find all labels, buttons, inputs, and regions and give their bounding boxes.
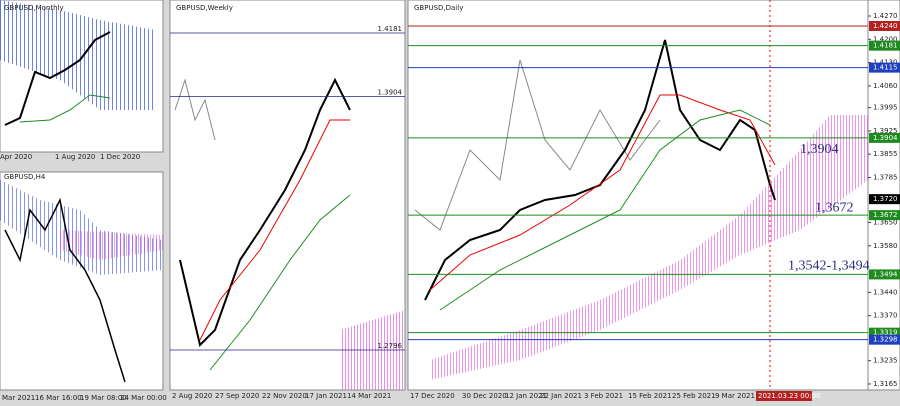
daily-price bbox=[424, 39, 776, 301]
y-tick-label: 1.3855 bbox=[873, 150, 898, 158]
monthly-cloud bbox=[0, 0, 155, 110]
x-axis-label: 15 Feb 2021 bbox=[628, 392, 672, 400]
level-tag-label: 1.3298 bbox=[873, 336, 898, 344]
panel-title: GBPUSD,Monthly bbox=[4, 4, 64, 12]
y-tick-label: 1.4200 bbox=[873, 35, 898, 43]
level-label: 1.4181 bbox=[378, 25, 403, 33]
annotation: 1,3542-1,3494 bbox=[788, 259, 870, 274]
y-tick-label: 1.3235 bbox=[873, 357, 898, 365]
level-tag bbox=[869, 62, 900, 73]
y-tick-label: 1.3580 bbox=[873, 242, 898, 250]
y-tick-label: 1.3165 bbox=[873, 380, 898, 388]
y-tick-label: 1.3370 bbox=[873, 312, 898, 320]
x-axis-label: 14 Mar 2021 bbox=[347, 392, 391, 400]
annotation: 1,3904 bbox=[800, 142, 839, 157]
daily-chikou bbox=[414, 59, 661, 231]
x-axis-label: 9 Mar 2021 bbox=[715, 392, 755, 400]
panel-title: GBPUSD,Weekly bbox=[176, 4, 233, 12]
level-tag-label: 1.3904 bbox=[873, 134, 898, 142]
weekly-chikou bbox=[174, 78, 216, 141]
x-axis-label: 1 Aug 2020 bbox=[55, 153, 95, 161]
level-tag-label: 1.3494 bbox=[873, 270, 898, 278]
x-axis-label: 1 Dec 2020 bbox=[100, 153, 140, 161]
x-axis-label: 17 Dec 2020 bbox=[410, 392, 455, 400]
panel-title: GBPUSD,Daily bbox=[414, 4, 463, 12]
daily-tenkan bbox=[429, 94, 776, 291]
x-axis-label: 2 Aug 2020 bbox=[172, 392, 212, 400]
level-tag-label: 1.3672 bbox=[873, 211, 898, 219]
x-axis-label: 2021.03.23 00:00 bbox=[758, 392, 820, 400]
x-axis-label: 30 Dec 2020 bbox=[462, 392, 507, 400]
level-tag bbox=[869, 334, 900, 345]
level-tag bbox=[869, 194, 900, 205]
x-axis-label: 22 Nov 2020 bbox=[262, 392, 307, 400]
x-axis-label: 3 Feb 2021 bbox=[584, 392, 623, 400]
level-tag bbox=[869, 327, 900, 338]
y-tick-label: 1.4060 bbox=[873, 82, 898, 90]
level-tag-label: 1.3319 bbox=[873, 329, 898, 337]
h4-cloud-b bbox=[60, 230, 163, 260]
y-tick-label: 1.3650 bbox=[873, 218, 898, 226]
level-tag bbox=[869, 210, 900, 221]
y-tick-label: 1.3440 bbox=[873, 288, 898, 296]
level-tag bbox=[869, 20, 900, 31]
x-axis-label: 25 Feb 2021 bbox=[672, 392, 716, 400]
monthly-kijun bbox=[19, 94, 111, 123]
weekly-price bbox=[179, 77, 351, 347]
daily-cloud bbox=[430, 115, 868, 380]
x-axis-label: 22 Jan 2021 bbox=[540, 392, 582, 400]
annotation: 1,3672 bbox=[815, 200, 854, 215]
x-axis-label: 12 Jan 2021 bbox=[505, 392, 547, 400]
y-tick-label: 1.3785 bbox=[873, 174, 898, 182]
y-tick-label: 1.3995 bbox=[873, 104, 898, 112]
x-axis-label: 17 Jan 2021 bbox=[305, 392, 347, 400]
y-tick-label: 1.3925 bbox=[873, 127, 898, 135]
level-tag-label: 1.3720 bbox=[873, 195, 898, 203]
x-axis-label: Mar 2021 bbox=[2, 394, 35, 402]
weekly-tenkan bbox=[199, 119, 350, 341]
level-tag bbox=[869, 132, 900, 143]
weekly-kijun bbox=[209, 194, 351, 371]
level-tag-label: 1.4181 bbox=[873, 42, 898, 50]
level-label: 1.3904 bbox=[378, 88, 403, 96]
level-label: 1.2796 bbox=[378, 342, 403, 350]
monthly-price bbox=[4, 31, 111, 126]
x-axis-label: 19 Mar 08:00 bbox=[80, 394, 127, 402]
h4-price bbox=[4, 197, 126, 383]
y-tick-label: 1.4270 bbox=[873, 12, 898, 20]
level-tag bbox=[869, 40, 900, 51]
x-axis-label: 24 Mar 00:00 bbox=[120, 394, 167, 402]
panel-title: GBPUSD,H4 bbox=[4, 173, 46, 181]
level-tag-label: 1.4115 bbox=[873, 64, 898, 72]
daily-kijun bbox=[439, 109, 771, 311]
x-axis-label: 27 Sep 2020 bbox=[215, 392, 259, 400]
level-tag-label: 1.4240 bbox=[873, 22, 898, 30]
x-axis-label: 16 Mar 16:00 bbox=[35, 394, 82, 402]
cursor-time-box bbox=[756, 391, 812, 401]
level-tag bbox=[869, 269, 900, 280]
x-axis-label: Apr 2020 bbox=[0, 153, 32, 161]
